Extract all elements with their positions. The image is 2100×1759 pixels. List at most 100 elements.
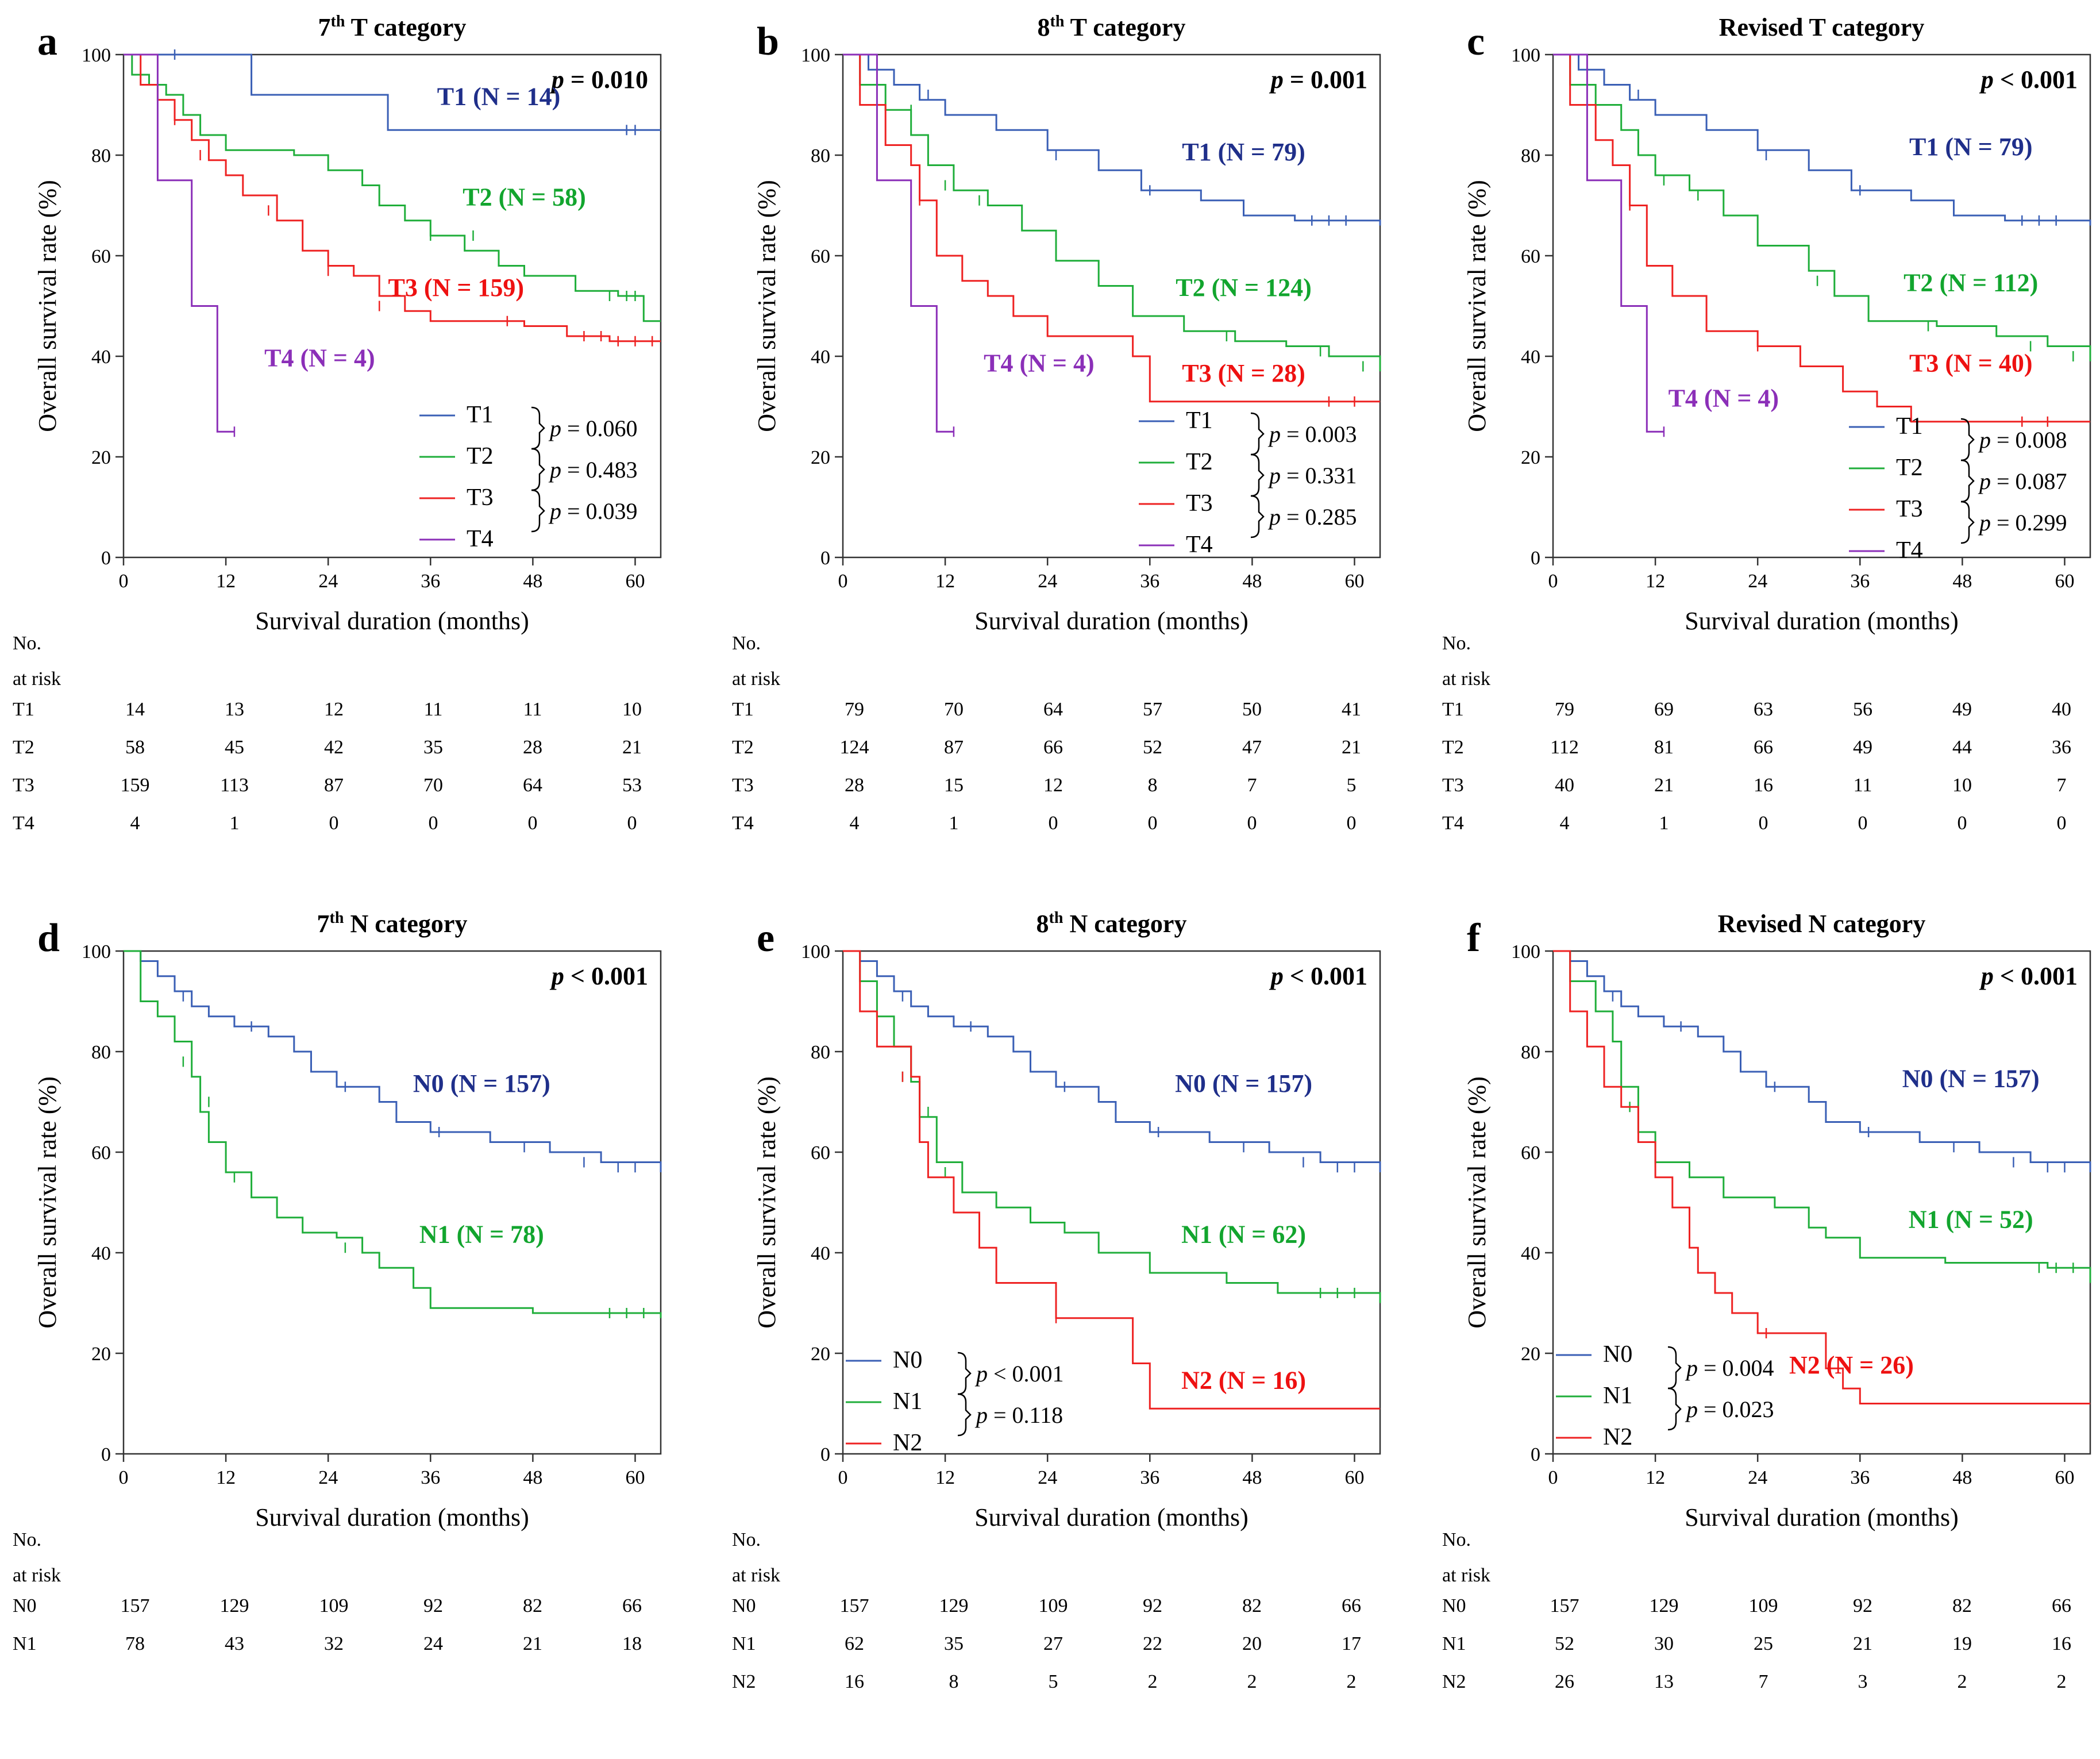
risk-cell: 0 [429,813,438,834]
series-label-t3: T3 (N = 28) [1182,359,1305,387]
panel-title: 8th N category [1036,909,1187,938]
y-tick-label: 0 [1531,548,1540,569]
legend-label: T3 [467,484,494,511]
plot-frame [1552,950,2091,1455]
risk-cell: 5 [1347,775,1357,796]
risk-row-label: T4 [1442,813,1464,834]
x-tick-label: 36 [1850,571,1870,592]
risk-row: N2 26 13 7 3 2 2 [1442,1671,2067,1692]
y-tick-label: 0 [101,548,111,569]
risk-cell: 82 [523,1595,542,1616]
y-tick-label: 40 [91,1243,111,1264]
risk-cell: 32 [324,1633,344,1654]
risk-row-label: N0 [1442,1595,1466,1616]
pairwise-bracket [531,489,545,533]
risk-row-label: N2 [1442,1671,1466,1692]
panel-letter: a [37,20,57,64]
risk-cell: 109 [1749,1595,1778,1616]
x-tick-label: 24 [318,1467,338,1488]
risk-row-label: T2 [1442,737,1464,758]
km-series-t3 [1553,53,2090,427]
x-tick-label: 60 [625,571,645,592]
legend-label: N2 [893,1430,922,1456]
y-tick-label: 0 [820,1444,830,1465]
risk-cell: 8 [1148,775,1158,796]
x-tick-label: 24 [1748,1467,1767,1488]
y-axis-label: Overall survival rate (%) [753,1076,781,1329]
risk-cell: 21 [523,1633,542,1654]
risk-cell: 43 [225,1633,244,1654]
risk-header: No. [732,633,761,654]
x-axis-label: Survival duration (months) [974,1503,1249,1531]
legend-label: T3 [1896,496,1923,522]
km-chart-e: e 8th N category p < 0.001 0 20 40 60 80 100 0 12 2… [732,909,1381,1692]
y-tick-label: 40 [1521,347,1540,368]
legend-label: T2 [1896,455,1923,481]
panel-title: 7th N category [317,909,468,938]
risk-cell: 12 [1043,775,1063,796]
risk-cell: 1 [949,813,959,834]
risk-header: at risk [1442,668,1490,690]
risk-cell: 92 [1853,1595,1872,1616]
km-series-t1 [1553,53,2091,226]
y-tick-label: 40 [811,1243,830,1264]
pairwise-bracket [1667,1346,1682,1390]
km-curve-n0 [1553,950,2091,1172]
y-tick-label: 20 [1521,1344,1540,1365]
y-tick-label: 0 [820,548,830,569]
y-tick-label: 40 [91,347,111,368]
y-tick-label: 60 [811,246,830,267]
km-curve-n2 [843,950,1380,1410]
risk-row: T3 159 113 87 70 64 53 [13,775,642,796]
risk-cell: 66 [2052,1595,2071,1616]
series-label-n1: N1 (N = 62) [1181,1221,1306,1249]
pairwise-p-value: p = 0.118 [974,1402,1063,1428]
risk-cell: 42 [324,737,344,758]
risk-cell: 4 [850,813,860,834]
risk-cell: 24 [423,1633,443,1654]
km-curve-t2 [124,53,661,322]
risk-row-label: T2 [13,737,34,758]
panel-title: Revised N category [1718,910,1926,938]
y-axis-label: Overall survival rate (%) [33,1076,61,1329]
overall-p-value: p < 0.001 [549,962,648,990]
risk-header: No. [13,1529,41,1550]
risk-cell: 66 [1043,737,1063,758]
x-tick-label: 12 [935,1467,955,1488]
pairwise-p-value: p = 0.483 [548,457,638,483]
risk-cell: 2 [2057,1671,2067,1692]
km-series-n0 [124,950,662,1173]
risk-cell: 25 [1754,1633,1773,1654]
risk-row: N1 62 35 27 22 20 17 [732,1633,1361,1654]
risk-cell: 4 [130,813,140,834]
risk-cell: 7 [2057,775,2067,796]
overall-p-value: p < 0.001 [1979,962,2078,990]
risk-cell: 79 [1555,699,1574,720]
risk-cell: 41 [1342,699,1361,720]
km-series-t2 [124,53,661,322]
x-tick-label: 36 [1850,1467,1870,1488]
risk-cell: 14 [125,699,145,720]
pairwise-p-value: p = 0.008 [1978,427,2067,453]
y-tick-label: 60 [91,1142,111,1164]
overall-p-value: p = 0.010 [549,66,648,94]
pairwise-p-value: p = 0.060 [548,415,638,441]
pairwise-bracket [531,406,545,450]
km-series-t1 [124,49,661,136]
risk-header: at risk [1442,1565,1490,1586]
x-tick-label: 60 [625,1467,645,1488]
km-curve-t4 [1553,53,1664,433]
risk-cell: 10 [622,699,642,720]
risk-row-label: N2 [732,1671,756,1692]
legend-label: T2 [467,443,494,469]
risk-cell: 2 [1958,1671,1967,1692]
risk-cell: 0 [1958,813,1967,834]
risk-cell: 1 [1659,813,1669,834]
y-tick-label: 60 [811,1142,830,1164]
risk-cell: 16 [1754,775,1773,796]
km-chart-d: d 7th N category p < 0.001 0 20 40 60 80 100 0 12 2… [13,909,662,1654]
x-tick-label: 24 [1038,571,1057,592]
risk-cell: 0 [627,813,637,834]
legend-label: T1 [1186,407,1213,434]
risk-cell: 112 [1550,737,1579,758]
